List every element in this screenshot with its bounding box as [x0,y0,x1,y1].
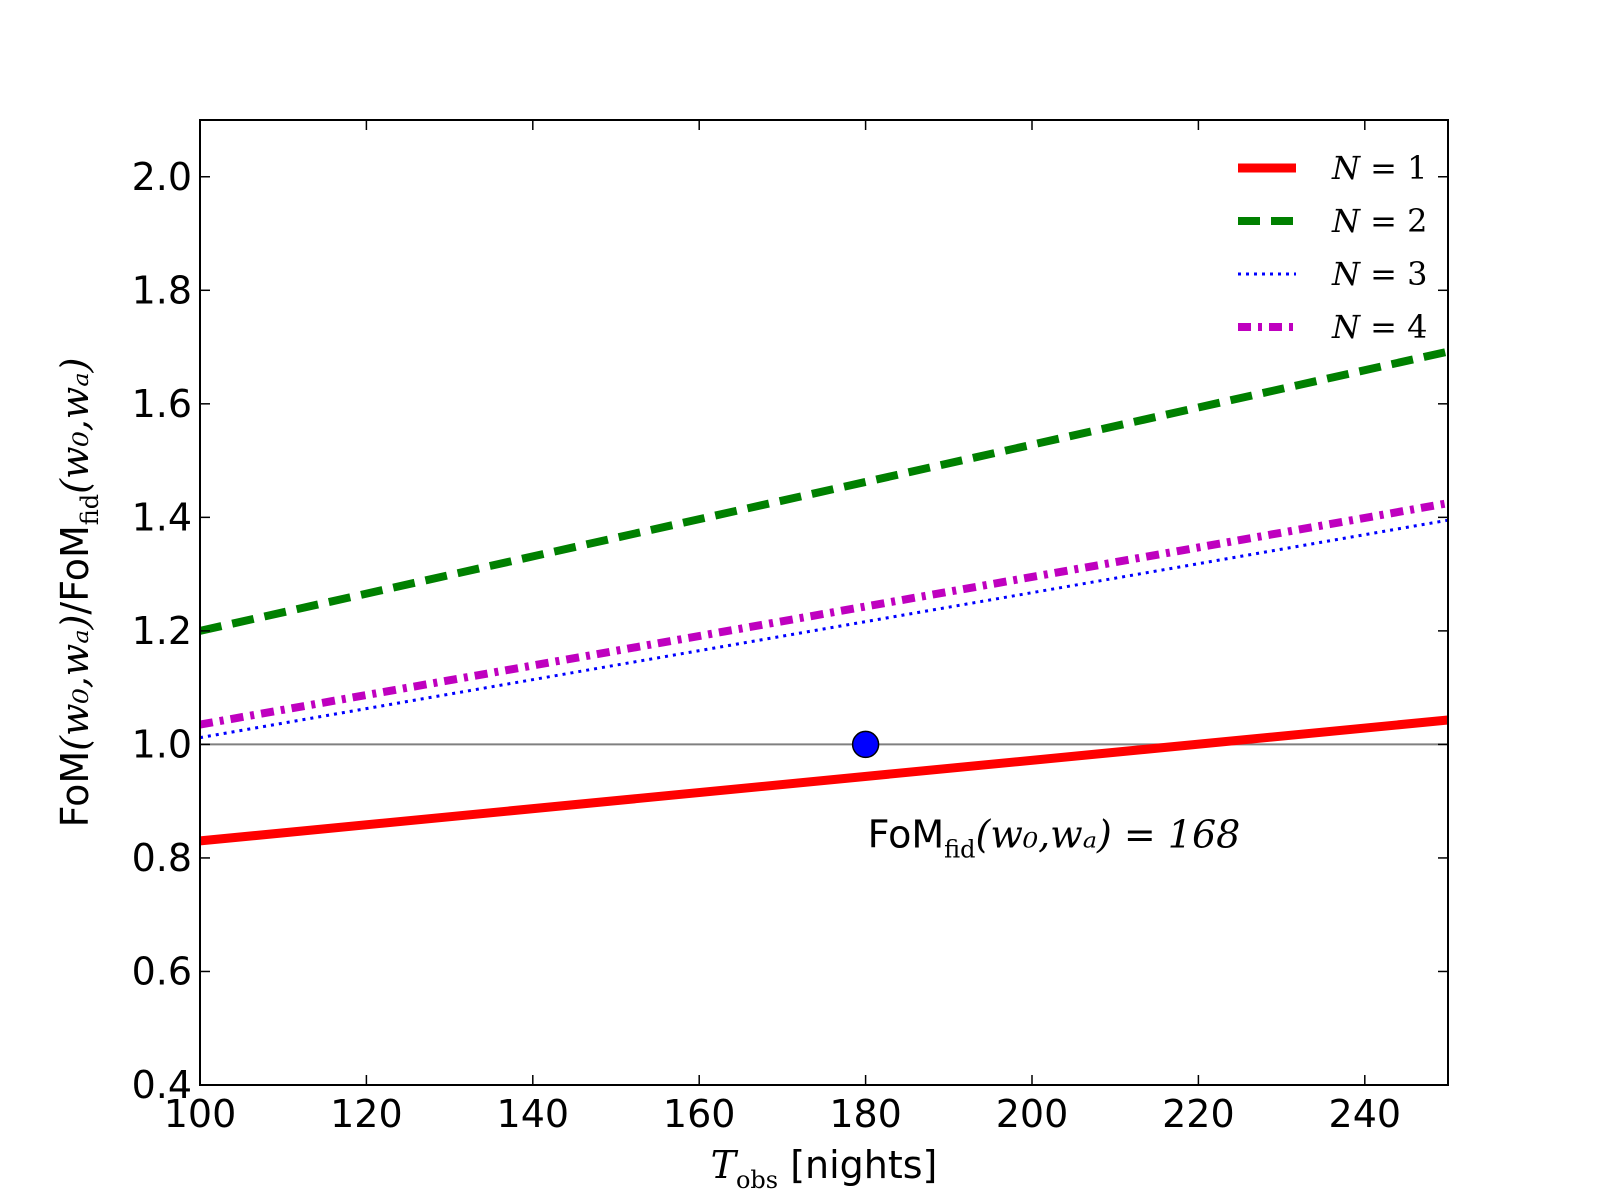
x-tick-label: 140 [497,1092,570,1136]
legend-label-4: N = 4 [1331,308,1428,346]
y-tick-labels: 0.4 0.6 0.8 1.0 1.2 1.4 1.6 1.8 2.0 [132,155,192,1107]
legend-label-2: N = 2 [1331,202,1428,240]
x-tick-label: 100 [164,1092,237,1136]
x-tick-label: 200 [996,1092,1069,1136]
y-tick-label: 0.4 [132,1063,192,1107]
x-tick-label: 220 [1162,1092,1235,1136]
x-tick-label: 180 [829,1092,902,1136]
series-layer [199,347,1449,846]
series-line-3 [199,518,1449,740]
legend-label-3: N = 3 [1331,255,1428,293]
y-axis-label: FoM(w₀,wₐ)/FoMfid(w₀,wₐ) [53,358,104,828]
x-tick-labels: 100 120 140 160 180 200 220 240 [164,1092,1401,1136]
y-tick-label: 1.8 [132,268,192,312]
x-tick-label: 240 [1329,1092,1402,1136]
y-tick-label: 1.4 [132,495,192,539]
y-tick-label: 1.6 [132,382,192,426]
y-tick-label: 0.8 [132,836,192,880]
y-tick-label: 1.2 [132,609,192,653]
x-tick-label: 160 [663,1092,736,1136]
series-line-4 [199,499,1449,729]
y-tick-label: 0.6 [132,949,192,993]
series-line-2 [199,347,1449,635]
legend-label-1: N = 1 [1331,149,1428,187]
fiducial-marker [851,730,880,759]
y-tick-label: 2.0 [132,155,192,199]
fom-fid-annotation: FoMfid(w₀,wₐ) = 168 [868,813,1241,864]
marker-layer [851,730,880,759]
x-axis-label: Tobs [nights] [711,1143,938,1194]
legend: N = 1 N = 2 N = 3 N = 4 [1238,149,1428,346]
series-line-1 [199,715,1449,846]
x-tick-label: 120 [330,1092,403,1136]
y-tick-label: 1.0 [132,722,192,766]
plot-frame [199,119,1449,1086]
tick-layer [199,120,1448,1086]
